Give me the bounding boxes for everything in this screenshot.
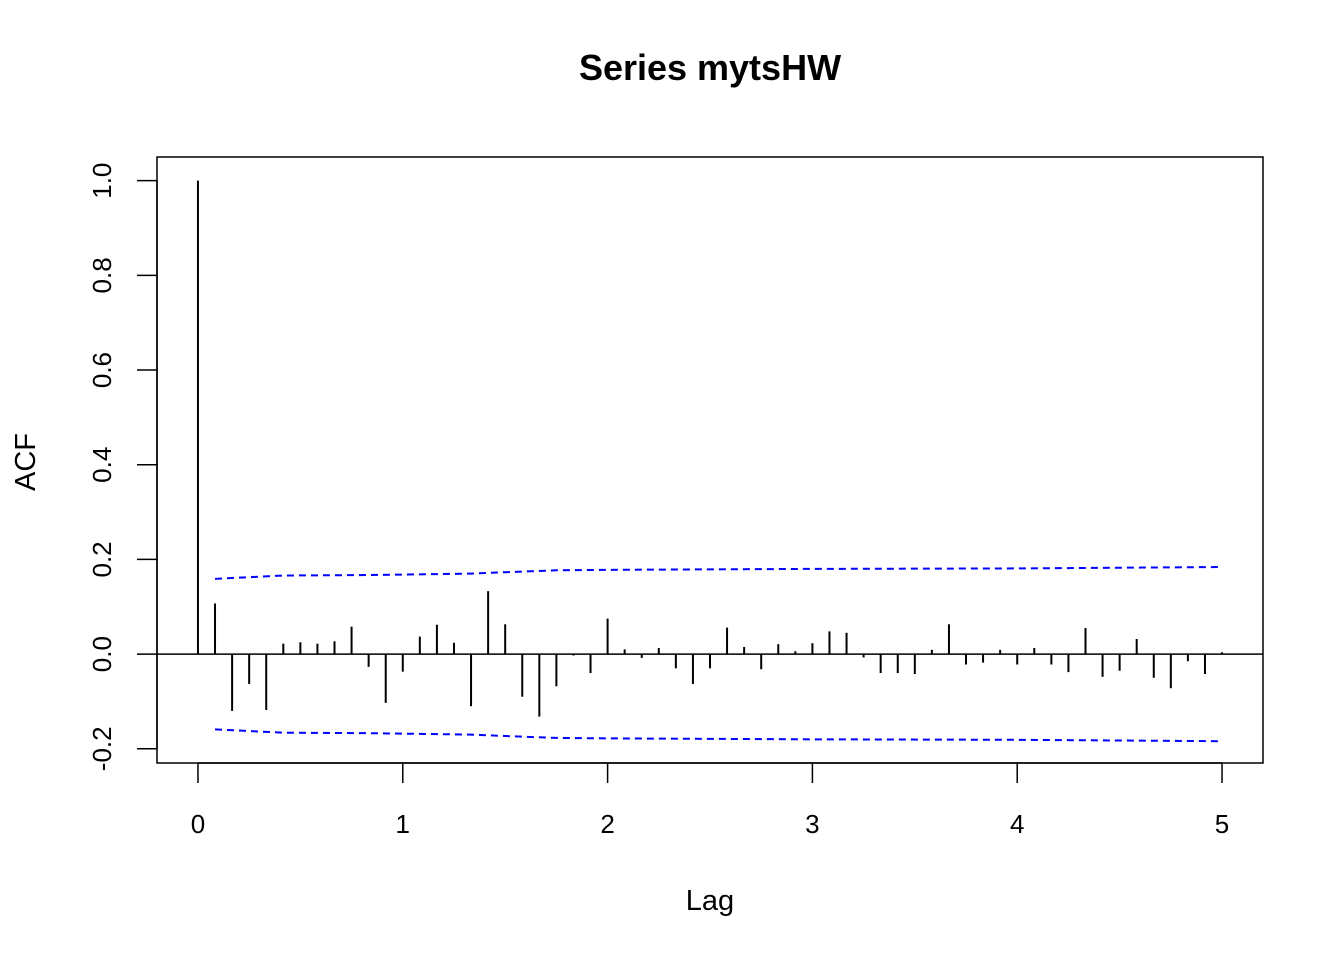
x-tick-label: 3 xyxy=(805,809,819,839)
acf-bars xyxy=(196,180,1224,717)
y-tick-label: 0.8 xyxy=(87,257,117,293)
y-tick-label: 1.0 xyxy=(87,163,117,199)
y-tick-label: 0.4 xyxy=(87,447,117,483)
y-tick-label: 0.0 xyxy=(87,636,117,672)
plot-frame xyxy=(156,156,1264,764)
x-tick-label: 5 xyxy=(1215,809,1229,839)
x-axis: 0 1 2 3 4 5 xyxy=(191,762,1229,839)
y-tick-label: 0.2 xyxy=(87,541,117,577)
confidence-band xyxy=(214,565,1223,743)
x-tick-label: 4 xyxy=(1010,809,1024,839)
confidence-upper-line xyxy=(214,565,1223,580)
x-axis-label: Lag xyxy=(686,885,734,917)
y-tick-label: 0.6 xyxy=(87,352,117,388)
x-tick-label: 2 xyxy=(600,809,614,839)
x-tick-label: 0 xyxy=(191,809,205,839)
chart-title: Series mytsHW xyxy=(579,47,841,88)
confidence-lower-line xyxy=(214,728,1223,743)
y-axis: -0.2 0.0 0.2 0.4 0.6 0.8 1.0 xyxy=(87,163,158,771)
y-tick-label: -0.2 xyxy=(87,726,117,771)
x-tick-label: 1 xyxy=(396,809,410,839)
y-axis-label: ACF xyxy=(10,433,42,491)
